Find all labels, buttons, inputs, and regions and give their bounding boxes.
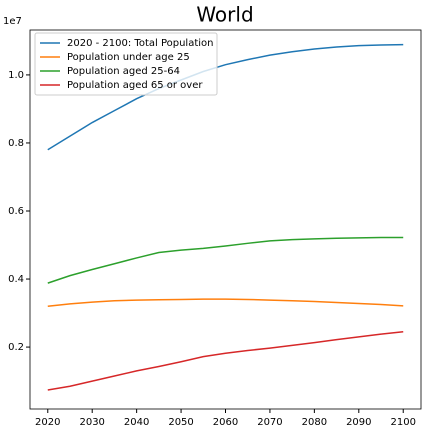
legend-label: Population aged 65 or over	[67, 80, 203, 91]
x-tick-label: 2030	[79, 417, 104, 428]
chart-title: World	[196, 3, 253, 27]
legend-label: Population aged 25-64	[67, 66, 180, 77]
x-tick-label: 2080	[302, 417, 327, 428]
x-tick-label: 2020	[35, 417, 60, 428]
legend-label: Population under age 25	[67, 52, 190, 63]
y-offset-label: 1e7	[3, 16, 22, 27]
x-tick-label: 2070	[257, 417, 282, 428]
line-series	[47, 43, 404, 151]
y-tick-label: 0.2	[8, 342, 24, 353]
y-tick-label: 0.4	[8, 274, 24, 285]
line-series	[47, 331, 404, 391]
legend-label: 2020 - 2100: Total Population	[67, 38, 213, 49]
y-tick-label: 0.8	[8, 138, 24, 149]
line-series	[47, 298, 404, 308]
x-tick-label: 2060	[213, 417, 238, 428]
x-tick-label: 2100	[391, 417, 416, 428]
plot-frame	[29, 29, 422, 410]
x-tick-label: 2050	[168, 417, 193, 428]
line-series	[47, 236, 404, 284]
legend-box	[34, 32, 218, 96]
x-tick-label: 2040	[124, 417, 149, 428]
y-tick-label: 1.0	[8, 70, 24, 81]
x-tick-label: 2090	[346, 417, 371, 428]
y-tick-label: 0.6	[8, 206, 24, 217]
